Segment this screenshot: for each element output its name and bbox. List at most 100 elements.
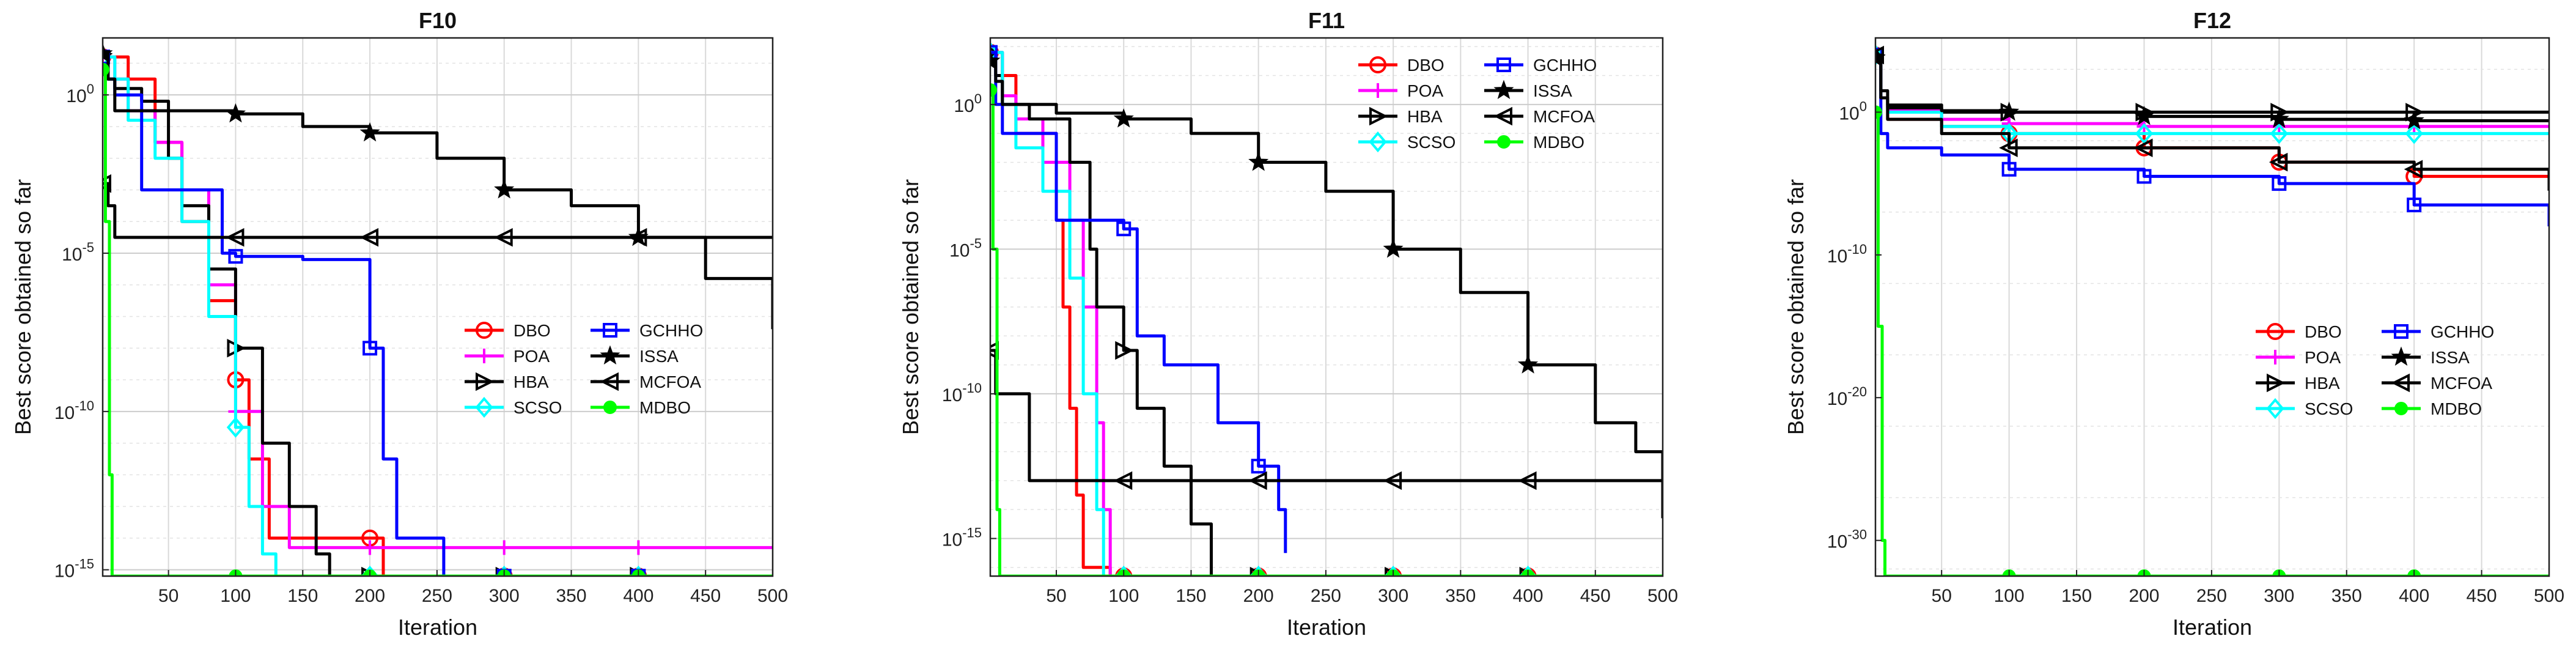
legend: DBO GCHHO POA ISSA HBA MCFOA SCSO MDBO (1358, 56, 1597, 153)
chart-title: F11 (1308, 8, 1345, 33)
legend-marker-issa (600, 345, 620, 365)
x-tick-label: 500 (1647, 586, 1678, 606)
legend-marker-mdbo (2394, 402, 2408, 415)
x-axis-label: Iteration (1287, 615, 1366, 640)
x-tick-label: 500 (757, 586, 788, 606)
y-tick-label: 10-10 (1827, 242, 1867, 267)
marker-gchho (1116, 221, 1132, 237)
legend-label-scso: SCSO (1407, 133, 1455, 152)
marker-gchho (362, 341, 378, 356)
y-axis-label: Best score obtained so far (10, 179, 35, 435)
legend-marker-mcfoa (2391, 373, 2410, 393)
axes-box (101, 37, 774, 577)
series-line-mcfoa (103, 182, 773, 239)
legend-marker-gchho (603, 323, 617, 338)
x-tick-label: 350 (1445, 586, 1476, 606)
marker-mcfoa (1999, 138, 2018, 157)
grid-lines (103, 38, 773, 576)
x-tick-label: 200 (2129, 586, 2159, 606)
marker-issa (1248, 151, 1269, 171)
x-tick-label: 250 (422, 586, 452, 606)
marker-issa (1517, 354, 1539, 374)
legend-label-gchho: GCHHO (1533, 56, 1597, 75)
x-tick-label: 350 (556, 586, 587, 606)
legend-marker-issa (1493, 80, 1514, 100)
legend-marker-scso (2266, 398, 2284, 420)
marker-gchho (2001, 161, 2017, 177)
x-tick-label: 300 (489, 586, 520, 606)
legend-label-mcfoa: MCFOA (1533, 107, 1595, 126)
x-tick-label: 300 (2264, 586, 2294, 606)
marker-gchho (2136, 169, 2152, 184)
legend-marker-mdbo (1497, 135, 1511, 149)
legend-marker-poa (2268, 350, 2283, 365)
legend-marker-gchho (1496, 57, 1511, 72)
y-axis-label: Best score obtained so far (898, 179, 923, 435)
y-tick-label: 10-15 (54, 557, 94, 582)
y-tick-label: 100 (66, 81, 94, 106)
legend-label-mdbo: MDBO (639, 398, 691, 417)
marker-mcfoa (1113, 471, 1133, 490)
marker-issa (2133, 105, 2155, 125)
marker-issa (103, 43, 113, 62)
legend-marker-gchho (2394, 324, 2409, 339)
chart-f12: 50 100 150 200 250 300 350 400 450 500 100 10-10 10-… (1783, 8, 2564, 640)
series-line-mdbo (990, 88, 1663, 576)
chart-f11: 50 100 150 200 250 300 350 400 450 500 100 10-5 10-1… (898, 8, 1678, 640)
y-tick-label: 10-30 (1827, 527, 1867, 552)
marker-mcfoa (2133, 138, 2153, 157)
x-tick-label: 400 (623, 586, 653, 606)
legend-marker-mcfoa (600, 372, 619, 391)
x-tick-label: 50 (158, 586, 178, 606)
legend-label-mcfoa: MCFOA (639, 372, 701, 391)
legend-label-mdbo: MDBO (2431, 399, 2482, 418)
legend-marker-poa (1371, 83, 1385, 98)
x-tick-label: 100 (1108, 586, 1139, 606)
y-tick-label: 10-5 (949, 235, 982, 261)
legend-label-hba: HBA (513, 372, 549, 391)
marker-scso (2405, 123, 2423, 144)
series-group (1875, 44, 2549, 576)
marker-issa (494, 179, 515, 199)
marker-issa (359, 122, 380, 142)
legend-label-issa: ISSA (1533, 81, 1572, 100)
chart-title: F10 (419, 8, 457, 33)
legend-label-poa: POA (2305, 348, 2341, 367)
marker-mcfoa (103, 174, 111, 193)
marker-gchho (2272, 176, 2287, 191)
x-tick-label: 300 (1378, 586, 1408, 606)
marker-gchho (990, 45, 998, 60)
legend-label-poa: POA (513, 347, 550, 366)
series-line-issa (990, 59, 1663, 519)
legend-marker-mdbo (603, 401, 617, 414)
series-group (103, 43, 773, 576)
marker-poa (631, 540, 646, 555)
x-axis-label: Iteration (2173, 615, 2252, 640)
legend-label-gchho: GCHHO (2431, 322, 2494, 341)
marker-issa (2404, 109, 2424, 130)
marker-poa (362, 540, 378, 555)
y-tick-label: 100 (1839, 98, 1867, 124)
x-tick-label: 500 (2534, 586, 2564, 606)
marker-scso (2135, 123, 2154, 144)
series-line-scso (103, 55, 773, 576)
legend-label-issa: ISSA (639, 347, 679, 366)
legend-marker-scso (1369, 131, 1387, 153)
axes-box (1874, 37, 2550, 577)
legend-marker-hba (1369, 106, 1388, 126)
y-tick-label: 10-10 (942, 380, 982, 405)
legend-label-scso: SCSO (513, 398, 562, 417)
x-tick-label: 50 (1046, 586, 1066, 606)
series-line-mdbo (103, 68, 773, 576)
marker-issa (1999, 101, 2020, 121)
legend-label-dbo: DBO (513, 321, 551, 340)
marker-issa (2269, 108, 2289, 128)
marker-mcfoa (1383, 471, 1402, 490)
legend-marker-mcfoa (1493, 106, 1512, 126)
y-tick-label: 10-20 (1827, 384, 1867, 409)
legend-marker-dbo (476, 322, 493, 339)
marker-poa (496, 540, 512, 555)
legend-marker-scso (475, 396, 493, 418)
x-tick-label: 450 (2467, 586, 2497, 606)
